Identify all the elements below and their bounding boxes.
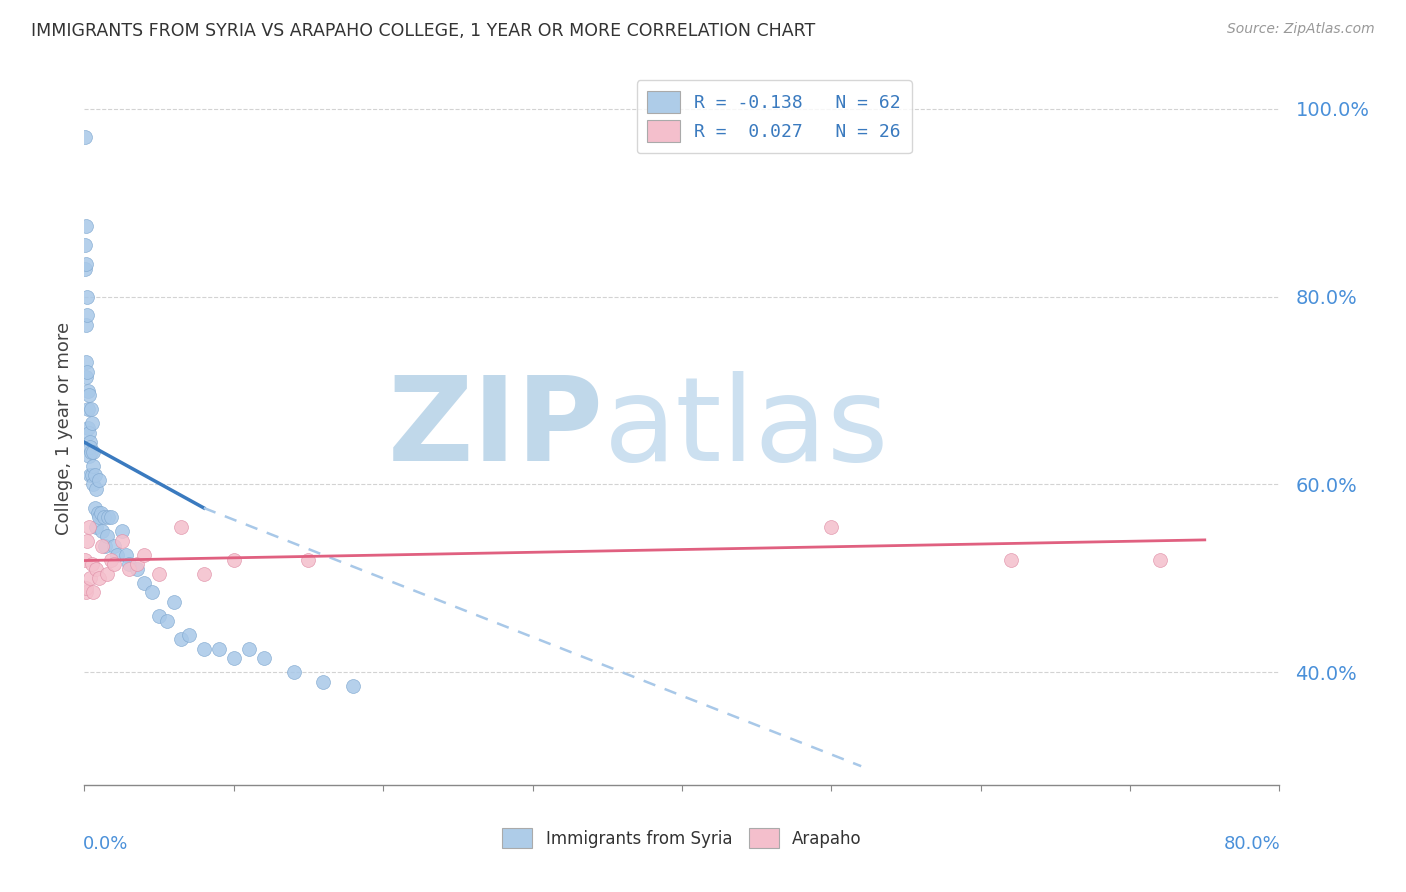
Point [125,558,148,572]
Point [253,651,276,665]
Point [77,425,100,440]
Point [75,219,97,234]
Point [193,641,215,656]
Point [75,318,97,332]
Point [77,384,100,398]
Point [163,595,186,609]
Point [170,520,193,534]
Point [75,257,97,271]
Point [86,520,108,534]
Point [141,585,163,599]
Point [77,450,100,464]
Point [132,576,156,591]
Point [87,506,110,520]
Point [76,402,98,417]
Point [155,614,177,628]
Point [89,571,111,585]
Point [79,402,101,417]
Point [91,539,114,553]
Point [118,562,141,576]
Point [75,581,97,595]
Point [93,510,115,524]
Point [76,309,98,323]
Point [170,632,193,647]
Point [1149,552,1171,566]
Point [283,665,305,680]
Point [79,440,101,454]
Point [82,585,104,599]
Text: Source: ZipAtlas.com: Source: ZipAtlas.com [1227,22,1375,37]
Point [76,533,98,548]
Point [111,533,134,548]
Text: IMMIGRANTS FROM SYRIA VS ARAPAHO COLLEGE, 1 YEAR OR MORE CORRELATION CHART: IMMIGRANTS FROM SYRIA VS ARAPAHO COLLEGE… [31,22,815,40]
Point [111,524,134,539]
Point [222,552,245,566]
Point [73,130,96,145]
Point [77,520,100,534]
Point [96,566,118,581]
Point [80,558,103,572]
Point [75,585,97,599]
Text: 80.0%: 80.0% [1223,835,1281,853]
Point [115,548,138,562]
Point [148,566,170,581]
Point [75,369,97,384]
Point [97,510,120,524]
Point [177,628,200,642]
Point [96,529,118,543]
Point [73,552,96,566]
Point [132,548,156,562]
Point [86,562,108,576]
Y-axis label: College, 1 year or more: College, 1 year or more [55,322,73,534]
Point [94,539,117,553]
Point [82,477,104,491]
Legend: Immigrants from Syria, Arapaho: Immigrants from Syria, Arapaho [495,822,869,855]
Point [105,548,128,562]
Point [82,458,104,473]
Text: 0.0%: 0.0% [83,835,128,853]
Point [77,421,100,435]
Point [297,552,319,566]
Point [103,539,125,553]
Point [79,571,101,585]
Point [342,679,364,693]
Point [82,444,104,458]
Point [91,524,114,539]
Point [75,261,97,276]
Point [80,417,103,431]
Point [86,482,108,496]
Point [103,558,125,572]
Point [820,520,842,534]
Point [100,552,122,566]
Text: ZIP: ZIP [388,371,605,485]
Point [238,641,260,656]
Point [73,238,96,252]
Point [89,473,111,487]
Point [148,609,170,624]
Point [208,641,231,656]
Point [125,562,148,576]
Text: atlas: atlas [605,371,890,485]
Point [83,468,105,483]
Point [118,558,141,572]
Point [76,365,98,379]
Point [312,674,335,689]
Point [222,651,245,665]
Point [80,444,103,458]
Point [193,566,215,581]
Point [79,435,101,450]
Point [77,388,100,402]
Point [75,355,97,369]
Point [1000,552,1022,566]
Point [79,468,101,483]
Point [76,290,98,304]
Point [100,510,122,524]
Point [89,510,111,524]
Point [80,468,103,483]
Point [90,506,112,520]
Point [83,500,105,515]
